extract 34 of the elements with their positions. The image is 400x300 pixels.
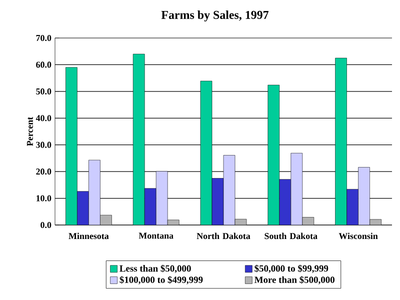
legend-label: $100,000 to $499,999 (120, 276, 203, 284)
y-tick-label: 10.0 (36, 195, 52, 202)
bar (77, 191, 89, 225)
bar (156, 171, 168, 225)
y-tick-label: 70.0 (36, 34, 52, 42)
bar (144, 188, 156, 225)
x-tick-label: Minnesota (68, 232, 109, 240)
bar (132, 54, 145, 225)
bar (268, 84, 280, 225)
y-tick-label: 20.0 (36, 168, 52, 175)
x-tick-label: Wisconsin (338, 232, 378, 240)
bar (66, 67, 78, 225)
legend-label: $50,000 to $99,999 (254, 264, 328, 274)
y-tick-label: 60.0 (36, 62, 52, 68)
bar (212, 178, 224, 225)
legend-label: More than $500,000 (254, 276, 334, 284)
bar (290, 152, 303, 225)
bar (335, 58, 347, 225)
chart-title: Farms by Sales, 1997 (161, 10, 269, 22)
bar (279, 179, 292, 225)
x-tick-label: Montana (138, 232, 174, 239)
x-tick-label: South Dakota (264, 232, 318, 240)
legend-label: Less than $50,000 (120, 264, 191, 274)
y-axis-title: Percent (26, 116, 33, 146)
bar (346, 189, 358, 225)
bar (200, 80, 212, 225)
y-tick-label: 40.0 (36, 115, 52, 122)
y-tick-label: 30.0 (36, 142, 52, 148)
y-tick-label: 50.0 (36, 88, 52, 94)
y-tick-label: 0.0 (40, 222, 52, 228)
bar (223, 155, 236, 225)
bar (358, 167, 370, 225)
bar (88, 160, 100, 225)
x-tick-label: North Dakota (196, 232, 250, 240)
